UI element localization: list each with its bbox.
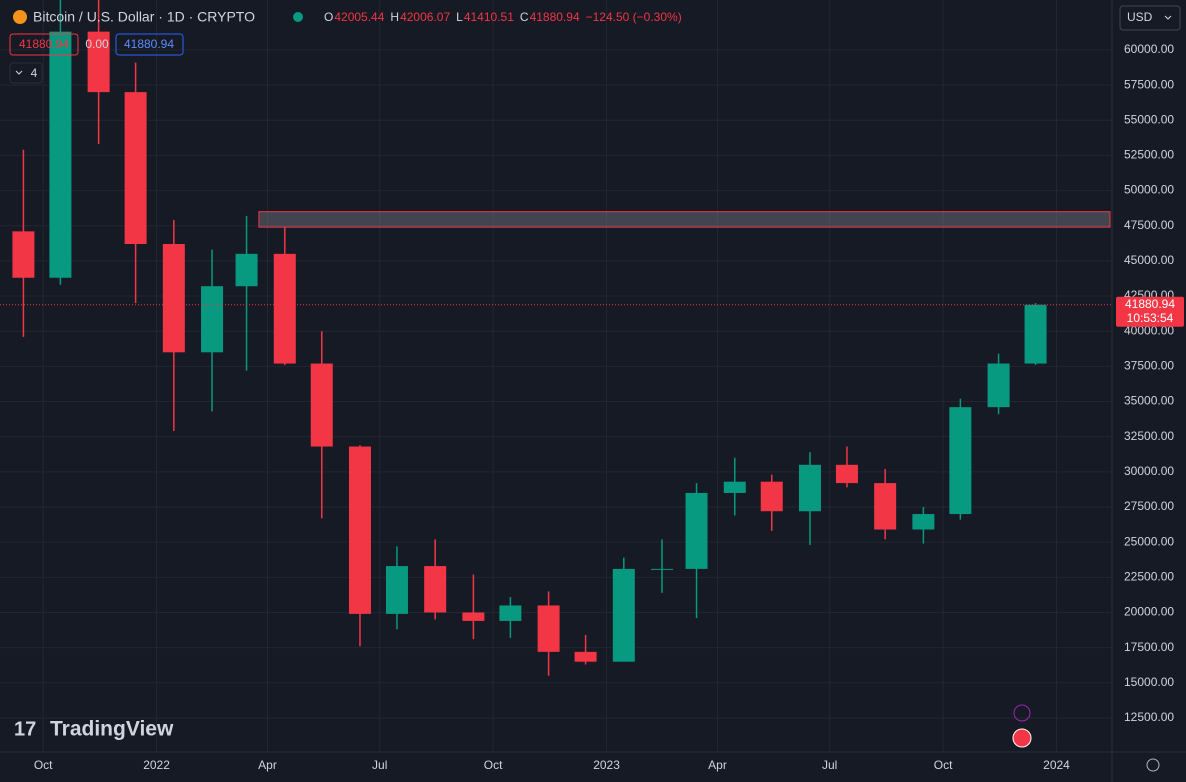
candle-body bbox=[874, 483, 897, 530]
candle-body bbox=[723, 481, 746, 493]
x-tick-label: Oct bbox=[484, 758, 503, 772]
y-tick-label: 40000.00 bbox=[1124, 323, 1174, 337]
y-tick-label: 25000.00 bbox=[1124, 534, 1174, 548]
ohlc-change: −124.50 (−0.30%) bbox=[586, 10, 682, 24]
sell-price[interactable]: 41880.94 bbox=[19, 37, 69, 51]
ohlc-key: L bbox=[456, 10, 463, 24]
candle-body bbox=[612, 568, 635, 662]
candle-body bbox=[574, 651, 597, 662]
axes: 12500.00 15000.00 17500.00 20000.00 22500.00… bbox=[34, 42, 1184, 772]
ohlc-legend: O 42005.44 H 42006.07 L 41410.51 C 41880.94 −124… bbox=[324, 10, 682, 24]
candle-body bbox=[798, 464, 821, 512]
buy-price[interactable]: 41880.94 bbox=[124, 37, 174, 51]
candle-body bbox=[949, 407, 972, 515]
ohlc-key: H bbox=[390, 10, 399, 24]
y-tick-label: 30000.00 bbox=[1124, 464, 1174, 478]
countdown: 10:53:54 bbox=[1127, 311, 1174, 325]
logo-mark: 17 bbox=[14, 718, 36, 740]
x-tick-label: Oct bbox=[934, 758, 953, 772]
candle-body bbox=[499, 605, 522, 621]
candle-body bbox=[385, 566, 408, 614]
x-tick-label: Oct bbox=[34, 758, 53, 772]
candle-body bbox=[12, 231, 35, 278]
x-tick-label: Jul bbox=[372, 758, 387, 772]
y-tick-label: 32500.00 bbox=[1124, 429, 1174, 443]
candle-body bbox=[124, 92, 147, 245]
candle-body bbox=[162, 244, 185, 353]
ohlc-value: 42006.07 bbox=[400, 10, 450, 24]
y-tick-label: 37500.00 bbox=[1124, 359, 1174, 373]
symbol-icon bbox=[13, 10, 27, 24]
candle-body bbox=[273, 253, 296, 364]
spread: 0.00 bbox=[85, 37, 109, 51]
candle-body bbox=[87, 31, 110, 93]
candle-body bbox=[462, 612, 485, 621]
x-tick-label: Jul bbox=[822, 758, 837, 772]
ohlc-key: C bbox=[520, 10, 529, 24]
candle-body bbox=[235, 253, 258, 287]
y-tick-label: 22500.00 bbox=[1124, 569, 1174, 583]
chevron bbox=[1164, 15, 1172, 20]
settings-button[interactable] bbox=[1146, 758, 1160, 772]
candle-body bbox=[1024, 304, 1047, 364]
candle-body bbox=[685, 492, 708, 569]
buy-button[interactable] bbox=[115, 33, 184, 56]
currency: USD bbox=[1127, 10, 1153, 24]
candle-body bbox=[310, 363, 333, 447]
x-tick-label: 2022 bbox=[143, 758, 170, 772]
y-tick-label: 45000.00 bbox=[1124, 253, 1174, 267]
y-tick-label: 15000.00 bbox=[1124, 675, 1174, 689]
candle-body bbox=[537, 605, 560, 652]
event-icon[interactable] bbox=[1012, 728, 1032, 748]
sell-button[interactable] bbox=[9, 33, 79, 56]
last-price-label: 41880.94 bbox=[1125, 297, 1175, 311]
y-tick-label: 52500.00 bbox=[1124, 148, 1174, 162]
y-tick-label: 57500.00 bbox=[1124, 77, 1174, 91]
candle-body bbox=[835, 464, 858, 484]
ohlc-value: 41410.51 bbox=[464, 10, 514, 24]
watermark: TradingView bbox=[50, 718, 174, 741]
candle-body bbox=[424, 566, 447, 613]
candle-body bbox=[912, 514, 935, 530]
resistance-zone bbox=[258, 211, 1111, 228]
x-tick-label: 2024 bbox=[1043, 758, 1070, 772]
candle-body bbox=[651, 568, 674, 570]
indicator-toggle[interactable] bbox=[9, 62, 43, 84]
y-tick-label: 47500.00 bbox=[1124, 218, 1174, 232]
last-price-badge bbox=[1116, 296, 1184, 327]
y-tick-label: 55000.00 bbox=[1124, 112, 1174, 126]
symbol-title: Bitcoin / U.S. Dollar · 1D · CRYPTO bbox=[33, 9, 255, 25]
indicator-count: 4 bbox=[31, 66, 38, 80]
candle-body bbox=[348, 446, 371, 614]
y-tick-label: 27500.00 bbox=[1124, 499, 1174, 513]
x-tick-label: Apr bbox=[708, 758, 727, 772]
currency-select[interactable] bbox=[1119, 5, 1181, 31]
y-tick-label: 12500.00 bbox=[1124, 710, 1174, 724]
y-tick-label: 17500.00 bbox=[1124, 640, 1174, 654]
x-tick-label: 2023 bbox=[593, 758, 620, 772]
plot bbox=[0, 0, 1112, 676]
market-status[interactable] bbox=[293, 12, 303, 22]
ohlc-value: 42005.44 bbox=[334, 10, 384, 24]
event-icon[interactable] bbox=[1013, 704, 1031, 722]
candle-body bbox=[987, 363, 1010, 408]
y-tick-label: 35000.00 bbox=[1124, 394, 1174, 408]
x-tick-label: Apr bbox=[258, 758, 277, 772]
ohlc-value: 41880.94 bbox=[530, 10, 580, 24]
candle-body bbox=[49, 31, 72, 278]
candle-body bbox=[201, 286, 224, 353]
y-tick-label: 60000.00 bbox=[1124, 42, 1174, 56]
candle-body bbox=[760, 481, 783, 512]
y-tick-label: 50000.00 bbox=[1124, 183, 1174, 197]
grid bbox=[0, 0, 1112, 752]
chevron bbox=[15, 70, 23, 75]
ohlc-key: O bbox=[324, 10, 333, 24]
y-tick-label: 20000.00 bbox=[1124, 605, 1174, 619]
